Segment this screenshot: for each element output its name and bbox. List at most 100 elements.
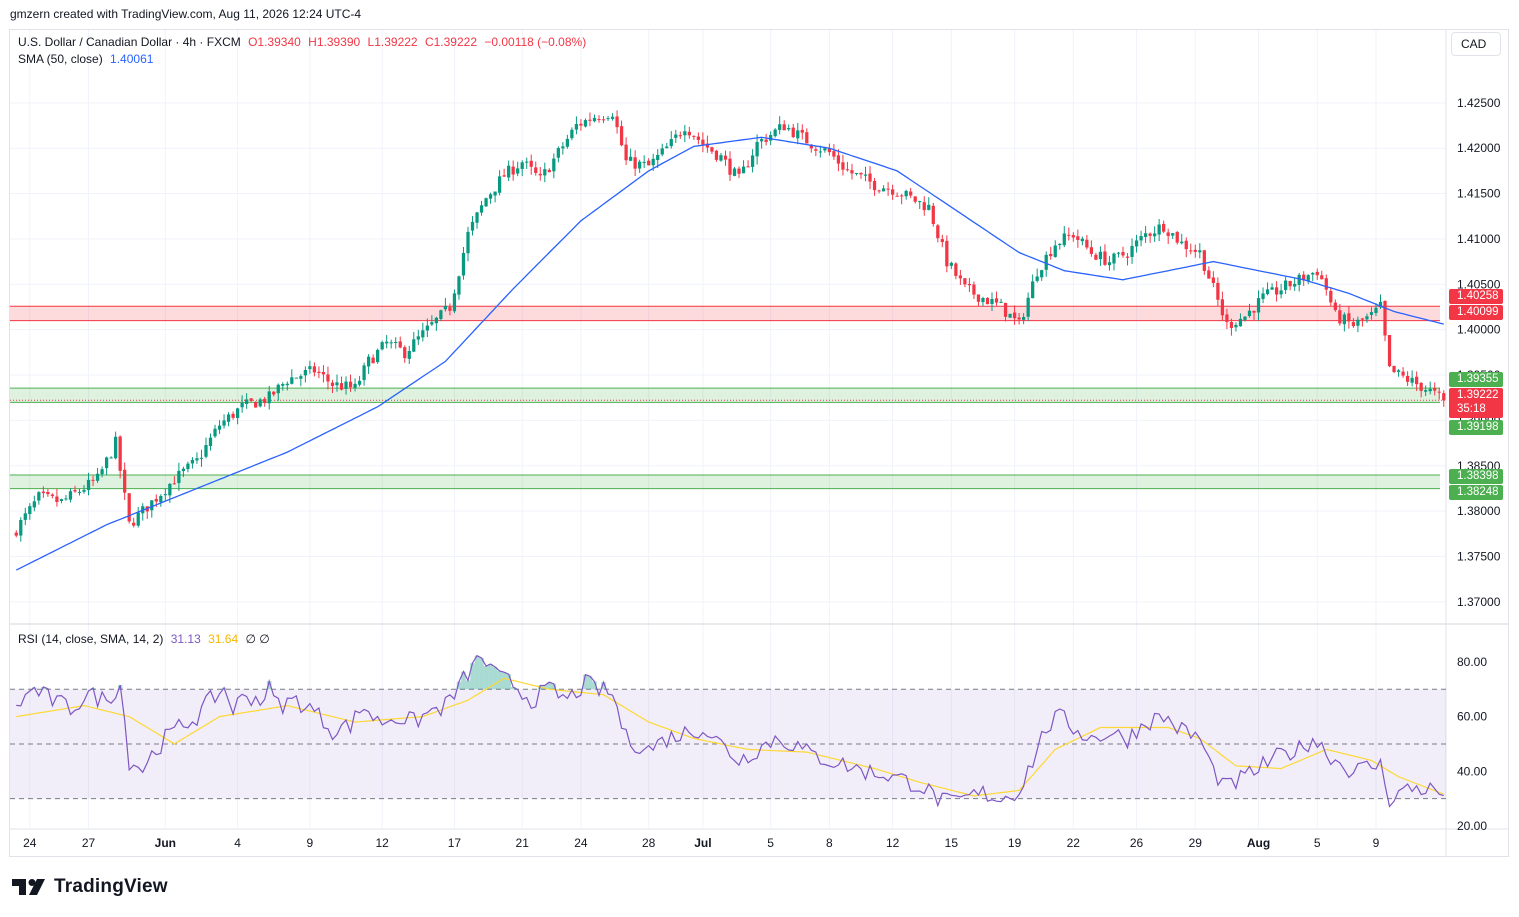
rsi-overbought-fill — [492, 667, 498, 690]
rsi-legend-label: RSI (14, close, SMA, 14, 2) — [18, 632, 164, 646]
rsi-tick-label: 40.00 — [1457, 764, 1487, 778]
candle-body — [945, 240, 949, 267]
candle-body — [877, 190, 881, 192]
candle-body — [782, 124, 786, 131]
candle-body — [470, 221, 475, 231]
tradingview-logo-icon — [12, 879, 45, 895]
candle-body — [516, 168, 520, 174]
candle-body — [1338, 310, 1342, 324]
candle-body — [1333, 302, 1337, 311]
candle-body — [452, 293, 457, 312]
candle-body — [958, 275, 963, 279]
candle-body — [109, 457, 113, 459]
legend-close: C1.39222 — [424, 35, 477, 49]
candle-body — [1071, 235, 1075, 238]
zone-tag-s2-top: 1.38398 — [1449, 469, 1503, 484]
candle-body — [394, 342, 398, 344]
candle-body — [927, 204, 931, 210]
candle-body — [1166, 232, 1170, 236]
candle-body — [823, 148, 827, 151]
candle-body — [285, 383, 289, 386]
candle-body — [371, 357, 375, 364]
candle-body — [1387, 335, 1392, 367]
candle-body — [773, 129, 777, 137]
candle-body — [159, 495, 163, 503]
candle-body — [1058, 243, 1062, 246]
candle-body — [1175, 231, 1179, 243]
legend-change: −0.00118 (−0.08%) — [484, 35, 587, 49]
sma-50-line — [16, 136, 1444, 571]
rsi-overbought-fill — [510, 687, 516, 690]
candle-body — [64, 498, 68, 500]
candle-body — [651, 158, 655, 166]
candle-body — [1297, 274, 1301, 285]
candle-body — [326, 374, 330, 382]
sma-legend[interactable]: SMA (50, close) 1.40061 — [18, 52, 157, 66]
candle-body — [267, 391, 271, 404]
candle-body — [1265, 289, 1270, 295]
rsi-overbought-fill — [542, 685, 548, 690]
price-tick-label: 1.42500 — [1457, 96, 1501, 110]
candle-body — [1031, 281, 1035, 299]
candle-body — [836, 155, 841, 164]
candle-body — [32, 501, 36, 508]
candle-body — [854, 172, 859, 174]
candle-body — [895, 195, 899, 197]
candle-body — [827, 148, 832, 153]
time-tick-label: 9 — [307, 836, 314, 850]
candle-body — [1279, 290, 1283, 295]
candle-body — [601, 119, 606, 121]
currency-selector[interactable]: CAD — [1451, 32, 1501, 56]
candle-body — [1252, 310, 1256, 313]
rsi-overbought-fill — [501, 672, 507, 690]
candle-body — [678, 135, 682, 137]
candle-body — [177, 470, 181, 484]
candle-body — [421, 330, 425, 338]
candle-body — [425, 325, 429, 331]
main-legend[interactable]: U.S. Dollar / Canadian Dollar · 4h · FXC… — [18, 35, 590, 49]
candle-body — [118, 436, 122, 471]
candle-body — [497, 176, 502, 193]
time-tick-label: 24 — [574, 836, 588, 850]
candle-body — [1094, 254, 1098, 260]
candle-body — [994, 298, 999, 303]
time-tick-label: Jul — [694, 836, 711, 850]
candle-body — [195, 458, 199, 461]
rsi-legend[interactable]: RSI (14, close, SMA, 14, 2) 31.13 31.64 … — [18, 632, 274, 646]
candle-body — [41, 491, 45, 494]
candle-body — [710, 147, 714, 152]
candle-body — [1419, 382, 1423, 391]
candle-body — [913, 196, 917, 202]
candle-body — [967, 283, 972, 286]
candle-body — [136, 512, 140, 526]
candle-body — [86, 479, 91, 491]
time-tick-label: 19 — [1008, 836, 1022, 850]
candle-body — [290, 377, 294, 384]
candle-body — [217, 425, 222, 430]
candle-body — [398, 341, 402, 348]
candle-body — [1017, 317, 1021, 320]
candle-body — [245, 399, 249, 404]
sma-layer — [16, 136, 1444, 571]
price-tick-label: 1.41500 — [1457, 187, 1501, 201]
candle-body — [1098, 251, 1103, 260]
candle-body — [1103, 251, 1107, 265]
rsi-overbought-fill — [497, 670, 502, 690]
candle-body — [619, 126, 624, 146]
candle-body — [1311, 272, 1315, 275]
candle-body — [1274, 287, 1279, 295]
tradingview-brand[interactable]: TradingView — [12, 876, 168, 898]
candle-body — [656, 154, 660, 161]
candle-body — [1062, 233, 1066, 246]
candle-body — [1288, 280, 1292, 287]
legend-high: H1.39390 — [308, 35, 361, 49]
candle-body — [475, 212, 479, 223]
grid-layer — [10, 30, 1509, 856]
candle-body — [845, 169, 850, 171]
time-tick-label: 5 — [767, 836, 774, 850]
candle-body — [1134, 240, 1139, 247]
candle-body — [100, 469, 104, 475]
candle-body — [181, 468, 186, 472]
candle-body — [850, 170, 854, 174]
